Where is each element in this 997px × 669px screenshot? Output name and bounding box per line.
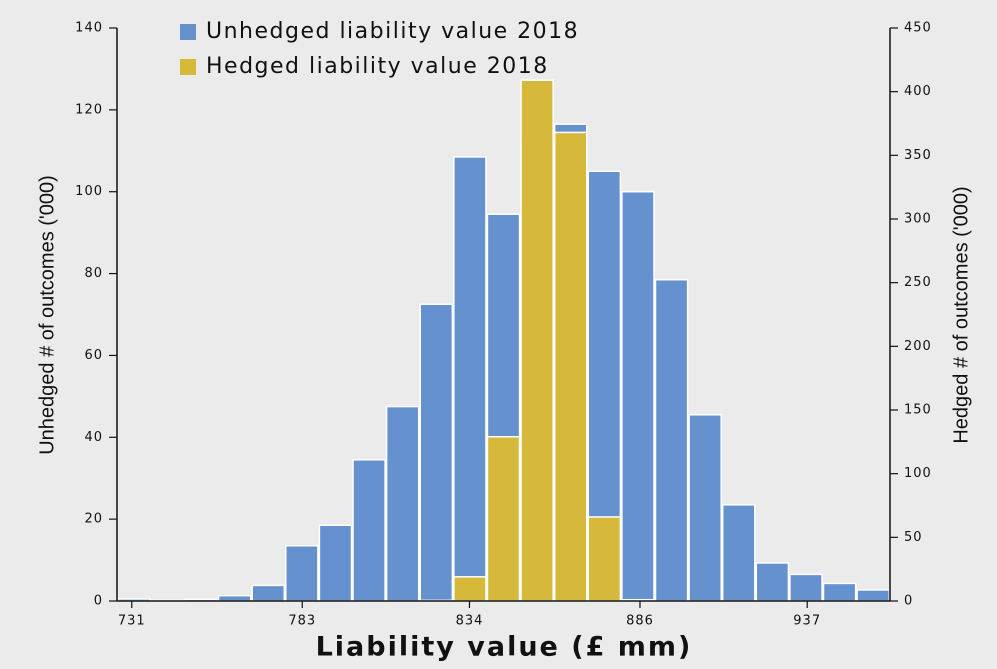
bar bbox=[352, 459, 386, 602]
y2-tick-label: 450 bbox=[904, 21, 932, 36]
bar bbox=[688, 414, 722, 602]
bar bbox=[621, 190, 655, 602]
y-tick-label: 80 bbox=[84, 266, 103, 281]
y-tick-label: 0 bbox=[94, 594, 103, 609]
y-tick-label: 20 bbox=[84, 512, 103, 527]
bar bbox=[789, 573, 823, 602]
bar bbox=[453, 576, 487, 602]
bar bbox=[553, 131, 588, 602]
y-tick-label: 40 bbox=[84, 430, 103, 445]
y2-tick-label: 250 bbox=[904, 275, 932, 290]
bar bbox=[285, 544, 319, 602]
y2-tick-label: 200 bbox=[904, 339, 932, 354]
y2-tick-label: 300 bbox=[904, 212, 932, 227]
y-axis-label: Unhedged # of outcomes ('000) bbox=[36, 175, 58, 455]
bar bbox=[654, 278, 689, 602]
bar bbox=[755, 562, 790, 602]
y2-tick-label: 400 bbox=[904, 84, 932, 99]
x-tick-label: 731 bbox=[118, 614, 146, 629]
y2-tick-label: 50 bbox=[904, 530, 923, 545]
x-axis-label: Liability value (£ mm) bbox=[316, 632, 693, 663]
bar bbox=[419, 303, 454, 602]
legend-label: Unhedged liability value 2018 bbox=[206, 19, 579, 44]
bar bbox=[217, 594, 252, 602]
legend-swatch bbox=[180, 59, 196, 75]
bar bbox=[520, 79, 554, 602]
bar bbox=[587, 516, 622, 602]
bar bbox=[318, 524, 353, 602]
y-tick-label: 120 bbox=[75, 102, 103, 117]
bar bbox=[822, 582, 857, 602]
bar bbox=[251, 584, 286, 602]
y2-axis-label: Hedged # of outcomes ('000) bbox=[950, 186, 972, 443]
y2-tick-label: 350 bbox=[904, 148, 932, 163]
y2-tick-label: 150 bbox=[904, 403, 932, 418]
bar bbox=[453, 156, 487, 602]
x-tick-label: 937 bbox=[793, 614, 821, 629]
y2-tick-label: 100 bbox=[904, 466, 932, 481]
x-tick-label: 834 bbox=[456, 614, 484, 629]
legend-label: Hedged liability value 2018 bbox=[206, 54, 549, 79]
bar bbox=[856, 589, 890, 602]
bar bbox=[385, 405, 420, 602]
x-tick-label: 886 bbox=[626, 614, 654, 629]
x-tick-label: 783 bbox=[288, 614, 316, 629]
y-tick-label: 140 bbox=[75, 21, 103, 36]
bar bbox=[486, 435, 521, 602]
y-tick-label: 60 bbox=[84, 348, 103, 363]
y2-tick-label: 0 bbox=[904, 594, 913, 609]
bar bbox=[721, 504, 756, 602]
y-tick-label: 100 bbox=[75, 184, 103, 199]
legend-swatch bbox=[180, 24, 196, 40]
